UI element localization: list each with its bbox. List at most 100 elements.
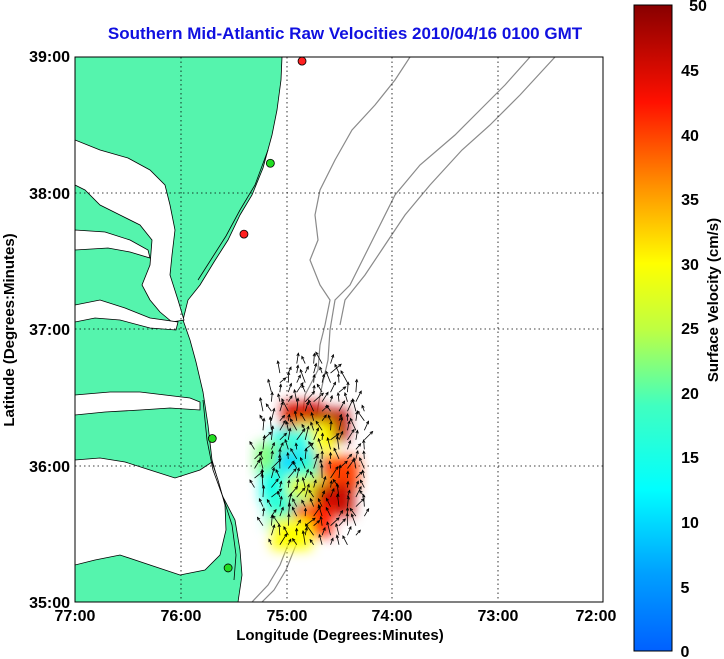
velocity-vector [347, 481, 349, 488]
velocity-vector-head [358, 485, 362, 490]
velocity-vector-head [294, 485, 299, 490]
velocity-vector [304, 484, 310, 498]
velocity-vector-head [249, 440, 253, 445]
velocity-vector [320, 516, 323, 526]
velocity-vector-head [309, 470, 313, 475]
velocity-vector-head [271, 466, 276, 471]
velocity-vector [363, 451, 365, 459]
velocity-vector-head [335, 466, 339, 470]
velocity-vector [277, 491, 281, 498]
velocity-vector [355, 411, 358, 421]
velocity-vector [363, 421, 369, 431]
velocity-vector [292, 538, 298, 546]
velocity-vector-head [288, 382, 293, 387]
velocity-vector [347, 496, 349, 507]
velocity-vector-head [303, 507, 308, 512]
velocity-vector-head [300, 382, 304, 386]
velocity-vector [330, 381, 336, 393]
velocity-vector [313, 363, 317, 374]
velocity-vector-head [355, 450, 359, 454]
velocity-vector [318, 534, 323, 545]
velocity-vector-head [327, 414, 331, 419]
velocity-vector-head [299, 368, 303, 373]
james-river [75, 299, 179, 331]
velocity-vector [279, 415, 285, 422]
velocity-vector [360, 479, 365, 488]
velocity-vector [257, 517, 264, 526]
velocity-vector-head [338, 413, 343, 418]
velocity-vector-head [318, 533, 322, 538]
velocity-vector [287, 414, 290, 421]
velocity-vector [333, 447, 340, 460]
outer-banks [202, 399, 237, 581]
velocity-vector [261, 469, 264, 479]
velocity-vector [271, 392, 273, 402]
velocity-vector [364, 431, 373, 441]
velocity-vector [271, 426, 274, 440]
velocity-vector-head [357, 529, 361, 534]
velocity-vector-head [359, 489, 363, 494]
velocity-vector [328, 415, 331, 421]
velocity-vector-head [342, 518, 347, 522]
velocity-vector [330, 480, 333, 488]
map-grid [75, 57, 603, 602]
velocity-vector-head [285, 420, 289, 425]
velocity-vector [294, 410, 298, 421]
velocity-vector [279, 402, 284, 412]
velocity-vector [347, 471, 349, 479]
colorbar-scale [633, 4, 673, 652]
velocity-vector [279, 533, 288, 545]
velocity-vector-head [278, 458, 282, 462]
velocity-vector-head [284, 438, 288, 443]
velocity-vector [347, 454, 352, 460]
velocity-vector-head [328, 451, 333, 456]
velocity-vector [286, 421, 289, 431]
velocity-vector [304, 401, 309, 412]
velocity-vector [262, 485, 265, 498]
velocity-vector [287, 428, 291, 440]
velocity-vector-head [312, 373, 316, 378]
velocity-vector-head [267, 378, 271, 383]
velocity-vector-head [301, 384, 305, 389]
velocity-vector-head [270, 391, 274, 396]
velocity-vector [292, 461, 298, 469]
potomac-river [75, 229, 151, 259]
velocity-vector [278, 524, 281, 536]
velocity-vector-head [320, 392, 325, 397]
velocity-vector-head [261, 507, 266, 512]
velocity-vector-head [315, 420, 319, 425]
velocity-vector-head [356, 410, 361, 414]
colorbar-tick-label: 5 [681, 580, 690, 597]
delmarva-barrier [197, 149, 269, 281]
velocity-vector [287, 503, 291, 517]
velocity-vector [287, 480, 290, 488]
velocity-vector [347, 526, 352, 536]
colorbar-tick-label: 10 [681, 515, 699, 532]
velocity-vector-head [284, 533, 288, 537]
velocity-vector [304, 366, 309, 374]
velocity-vector [363, 494, 365, 507]
velocity-vector-head [336, 372, 341, 377]
velocity-vector-head [331, 487, 335, 492]
velocity-vector [355, 450, 359, 460]
velocity-vector [301, 384, 306, 393]
velocity-vector [326, 405, 331, 412]
velocity-vector-head [287, 502, 292, 507]
velocity-vector [279, 420, 286, 431]
velocity-vector-head [309, 538, 313, 543]
velocity-vector-head [332, 381, 336, 386]
colorbar-tick-label: 35 [681, 192, 699, 209]
velocity-vector-head [321, 490, 326, 495]
velocity-vector-head [331, 353, 335, 358]
velocity-vector-head [296, 397, 300, 402]
velocity-vector-head [310, 411, 314, 416]
velocity-vector [287, 395, 293, 402]
velocity-vector [355, 481, 359, 488]
velocity-vector-head [301, 423, 305, 428]
velocity-vector [321, 392, 329, 402]
velocity-vector-head [325, 370, 329, 375]
velocity-vector-head [270, 425, 275, 430]
velocity-vector [290, 418, 298, 431]
velocity-vector [308, 489, 314, 498]
velocity-vector [311, 412, 315, 421]
